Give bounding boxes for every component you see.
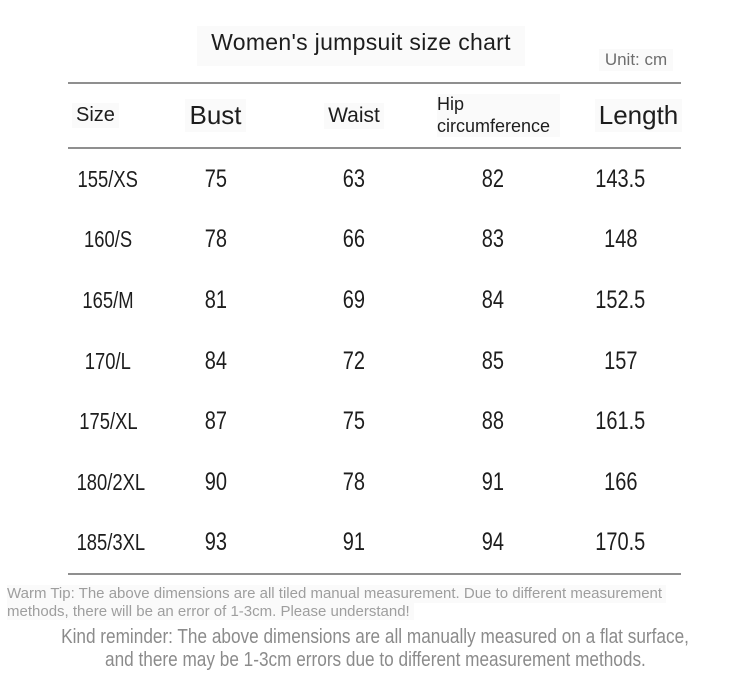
header-cell-waist: Waist [283,102,425,129]
cell-hip: 85 [481,346,504,375]
warm-tip-line-1: Warm Tip: The above dimensions are all t… [7,585,667,603]
cell-size: 185/3XL [76,529,146,556]
table-row: 185/3XL 93 91 94 170.5 [68,513,681,574]
table-row: 170/L 84 72 85 157 [68,331,681,392]
cell-length: 152.5 [595,285,646,314]
table-row: 160/S 78 66 83 148 [68,210,681,271]
page-title: Women's jumpsuit size chart [0,26,722,66]
header-cell-hip-circumference: Hip circumference [425,93,560,138]
cell-hip: 94 [481,528,504,557]
unit-label: Unit: cm [576,49,696,71]
warm-tip-line-2: methods, there will be an error of 1-3cm… [7,602,414,620]
cell-hip: 84 [481,285,504,314]
cell-hip: 82 [481,164,504,193]
kind-reminder-text: Kind reminder: The above dimensions are … [0,626,750,672]
cell-waist: 69 [342,285,366,314]
cell-hip: 83 [481,225,504,254]
table-row: 165/M 81 69 84 152.5 [68,270,681,331]
cell-size: 165/M [82,286,134,313]
table-row: 175/XL 87 75 88 161.5 [68,391,681,452]
cell-hip: 88 [481,407,504,436]
kind-reminder-line-2: and there may be 1-3cm errors due to dif… [104,649,646,671]
table-header-row: Size Bust Waist Hip circumference Length [68,84,683,149]
cell-size: 180/2XL [76,468,146,495]
cell-bust: 75 [204,164,227,193]
cell-length: 170.5 [595,528,646,557]
cell-length: 161.5 [595,407,646,436]
cell-size: 160/S [83,226,133,253]
cell-length: 148 [603,225,638,254]
cell-waist: 63 [342,164,366,193]
unit-label-text: Unit: cm [598,49,674,71]
warm-tip-text: Warm Tip: The above dimensions are all t… [7,585,727,620]
cell-length: 166 [603,467,638,496]
cell-bust: 84 [204,346,227,375]
cell-length: 157 [603,346,638,375]
cell-bust: 81 [204,285,227,314]
size-chart-table: Size Bust Waist Hip circumference Length… [68,82,683,576]
table-row: 180/2XL 90 78 91 166 [68,452,681,513]
cell-size: 155/XS [77,165,139,192]
cell-waist: 72 [342,346,366,375]
table-row: 155/XS 75 63 82 143.5 [68,149,681,210]
header-cell-length: Length [578,99,699,132]
cell-waist: 66 [342,225,366,254]
cell-bust: 87 [204,407,227,436]
cell-bust: 78 [204,225,227,254]
cell-length: 143.5 [595,164,646,193]
cell-hip: 91 [481,467,504,496]
cell-size: 170/L [84,347,132,374]
cell-waist: 78 [342,467,366,496]
kind-reminder-line-1: Kind reminder: The above dimensions are … [61,626,689,648]
header-cell-size: Size [68,103,148,128]
page-title-text: Women's jumpsuit size chart [197,26,525,66]
cell-waist: 91 [342,528,366,557]
header-cell-bust: Bust [148,99,283,132]
cell-bust: 90 [204,467,227,496]
cell-bust: 93 [204,528,227,557]
cell-size: 175/XL [78,408,138,435]
cell-waist: 75 [342,407,366,436]
